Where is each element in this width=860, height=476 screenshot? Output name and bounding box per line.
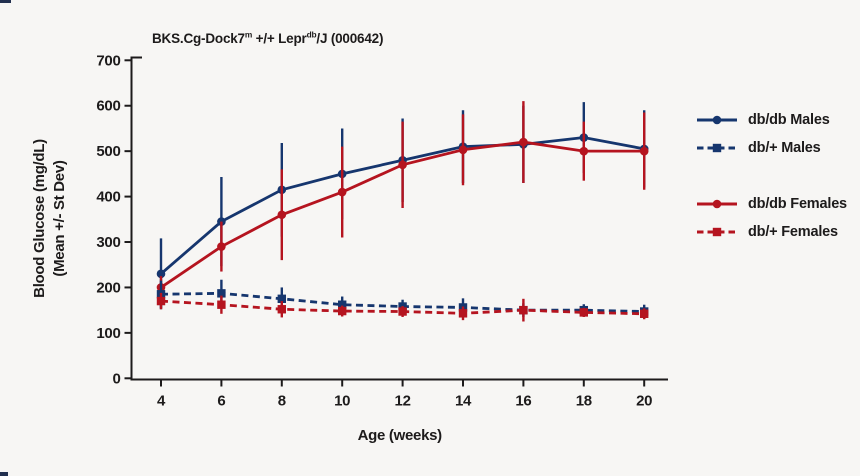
y-tick-label: 600 bbox=[96, 98, 120, 115]
data-point-square bbox=[458, 309, 468, 318]
data-point-square bbox=[398, 307, 407, 316]
legend-label: db/db Females bbox=[748, 196, 847, 212]
image-edge-artifact-bottom bbox=[0, 472, 8, 476]
data-point-square bbox=[277, 294, 286, 303]
legend-item-db-plus-males: db/+ Males bbox=[695, 134, 847, 162]
legend-group-males: db/db Males db/+ Males bbox=[695, 106, 847, 162]
data-point-circle bbox=[156, 269, 166, 279]
image-edge-artifact-top bbox=[0, 0, 11, 3]
legend-marker bbox=[712, 227, 722, 237]
y-tick-label: 300 bbox=[96, 234, 120, 251]
data-point-square bbox=[156, 296, 166, 306]
data-point-circle bbox=[579, 146, 589, 156]
y-tick-label: 400 bbox=[96, 189, 120, 206]
series-db-db-females bbox=[156, 101, 649, 299]
x-axis-label: Age (weeks) bbox=[358, 427, 443, 444]
legend-marker bbox=[712, 143, 722, 153]
chart-legend: db/db Males db/+ Males db/db Females db/… bbox=[695, 106, 847, 246]
y-axis-label-line2: (Mean +/- St Dev) bbox=[51, 160, 68, 276]
legend-swatch-solid-circle-icon bbox=[697, 115, 737, 125]
data-point-circle bbox=[337, 187, 347, 197]
x-tick-label: 18 bbox=[576, 393, 592, 410]
y-tick-label: 700 bbox=[96, 52, 120, 69]
x-tick-label: 16 bbox=[515, 393, 531, 410]
legend-label: db/+ Males bbox=[748, 140, 821, 156]
legend-label: db/+ Females bbox=[748, 224, 838, 240]
legend-marker bbox=[712, 115, 722, 125]
axes bbox=[130, 56, 668, 381]
legend-marker bbox=[712, 199, 722, 209]
legend-label: db/db Males bbox=[748, 112, 830, 128]
data-point-circle bbox=[519, 137, 528, 147]
data-point-square bbox=[217, 289, 226, 298]
data-point-circle bbox=[217, 242, 226, 251]
data-point-square bbox=[217, 300, 226, 309]
data-point-circle bbox=[277, 210, 287, 220]
y-tick-label: 0 bbox=[112, 370, 120, 387]
y-tick-label: 200 bbox=[96, 279, 120, 296]
data-point-circle bbox=[458, 145, 468, 155]
data-point-square bbox=[519, 305, 528, 315]
x-tick-label: 14 bbox=[455, 393, 472, 410]
y-tick-label: 100 bbox=[96, 325, 120, 342]
x-tick-label: 6 bbox=[217, 393, 225, 410]
x-tick-label: 20 bbox=[636, 393, 652, 410]
legend-swatch-dashed-square-icon bbox=[697, 143, 737, 153]
x-axis: 4 6 8 10 12 14 16 18 20 bbox=[157, 379, 653, 410]
data-point-circle bbox=[639, 146, 649, 156]
y-tick-label: 500 bbox=[96, 143, 120, 160]
y-axis: 0 100 200 300 400 500 600 700 bbox=[96, 52, 132, 387]
legend-item-dbdb-males: db/db Males bbox=[695, 106, 847, 134]
data-point-circle bbox=[398, 160, 407, 170]
data-point-square bbox=[640, 309, 649, 318]
x-tick-label: 10 bbox=[334, 393, 350, 410]
data-point-square bbox=[338, 306, 347, 316]
legend-group-females: db/db Females db/+ Females bbox=[695, 190, 847, 246]
data-point-square bbox=[277, 305, 286, 314]
legend-swatch-solid-circle-icon bbox=[697, 199, 737, 209]
axis-lines bbox=[130, 56, 668, 381]
legend-swatch-dashed-square-icon bbox=[697, 227, 737, 237]
y-axis-label-line1: Blood Glucose (mg/dL) bbox=[31, 139, 48, 298]
legend-item-db-plus-females: db/+ Females bbox=[695, 218, 847, 246]
data-point-square bbox=[579, 308, 588, 317]
x-tick-label: 12 bbox=[395, 393, 411, 410]
series-db-females bbox=[156, 292, 649, 322]
x-tick-label: 4 bbox=[157, 393, 166, 410]
x-tick-label: 8 bbox=[278, 393, 286, 410]
legend-item-dbdb-females: db/db Females bbox=[695, 190, 847, 218]
chart-title: BKS.Cg-Dock7m +/+ Leprdb/J (000642) bbox=[152, 29, 384, 46]
data-point-square bbox=[338, 300, 347, 309]
